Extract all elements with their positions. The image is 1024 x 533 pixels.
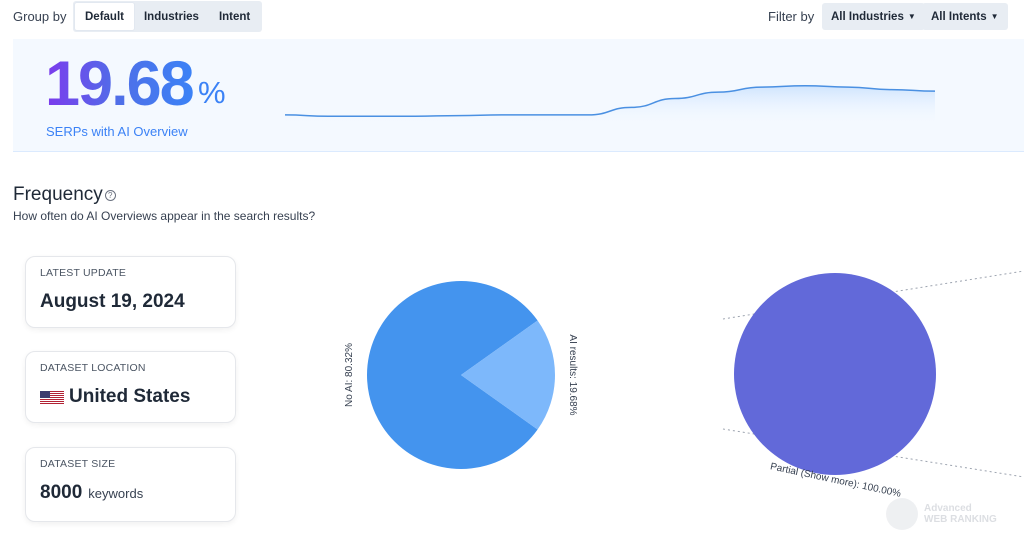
ai-frequency-pie-chart: No AI: 80.32% AI results: 19.68%: [344, 281, 578, 469]
latest-update-value: August 19, 2024: [40, 291, 185, 312]
frequency-title: Frequency: [13, 184, 103, 205]
dataset-size-value: 8000: [40, 482, 83, 503]
watermark-line1: Advanced: [924, 503, 972, 514]
help-icon[interactable]: ?: [104, 190, 116, 201]
us-flag-icon: [40, 390, 64, 404]
trend-sparkline: [284, 85, 936, 124]
intents-dropdown-label: All Intents: [931, 10, 987, 23]
card-value: United States: [40, 386, 190, 408]
caret-down-icon: ▼: [907, 12, 916, 21]
group-by-segmented-control: Default Industries Intent: [73, 1, 263, 32]
frequency-subtitle: How often do AI Overviews appear in the …: [13, 209, 316, 223]
frequency-heading: Frequency?: [13, 184, 116, 206]
ai-overview-subtitle: SERPs with AI Overview: [46, 124, 188, 139]
card-value: 8000 keywords: [40, 482, 143, 504]
card-value: August 19, 2024: [40, 291, 185, 313]
industries-dropdown[interactable]: All Industries ▼: [822, 3, 925, 30]
pie-label-no-ai: No AI: 80.32%: [344, 343, 355, 407]
card-label: DATASET LOCATION: [40, 362, 146, 374]
pie-slice-ai-results[interactable]: [461, 320, 555, 430]
caret-down-icon: ▼: [990, 12, 999, 21]
dataset-size-card: DATASET SIZE 8000 keywords: [25, 447, 236, 522]
card-label: LATEST UPDATE: [40, 267, 127, 279]
pie-slice-partial[interactable]: [734, 273, 936, 475]
latest-update-card: LATEST UPDATE August 19, 2024: [25, 256, 236, 328]
group-default-button[interactable]: Default: [75, 3, 134, 30]
group-by-label: Group by: [13, 9, 67, 24]
ai-overview-percentage: 19.68: [45, 49, 195, 119]
dataset-location-card: DATASET LOCATION United States: [25, 351, 236, 423]
industries-dropdown-label: All Industries: [831, 10, 904, 23]
group-industries-button[interactable]: Industries: [143, 10, 199, 23]
dataset-size-unit: keywords: [88, 485, 144, 501]
top-bar: Group by Default Industries Intent Filte…: [0, 0, 1024, 34]
filter-by-label: Filter by: [768, 9, 815, 24]
card-label: DATASET SIZE: [40, 458, 116, 470]
sparkline-line: [284, 85, 936, 117]
advanced-web-ranking-watermark: Advanced WEB RANKING: [886, 498, 997, 530]
pie-slice-no-ai[interactable]: [367, 281, 538, 469]
watermark-line2: WEB RANKING: [924, 514, 997, 525]
ai-overview-summary-panel: 19.68 % SERPs with AI Overview: [13, 39, 1024, 152]
pie-label-ai-results: AI results: 19.68%: [567, 334, 578, 415]
ai-overview-type-pie-chart: Partial (Show more): 100.00%: [722, 270, 1024, 500]
dataset-location-value: United States: [69, 386, 191, 407]
percent-sign: %: [198, 75, 226, 110]
intents-dropdown[interactable]: All Intents ▼: [922, 3, 1008, 30]
group-intent-button[interactable]: Intent: [218, 10, 251, 23]
awr-logo-icon: [886, 498, 918, 530]
sparkline-area: [285, 85, 935, 124]
